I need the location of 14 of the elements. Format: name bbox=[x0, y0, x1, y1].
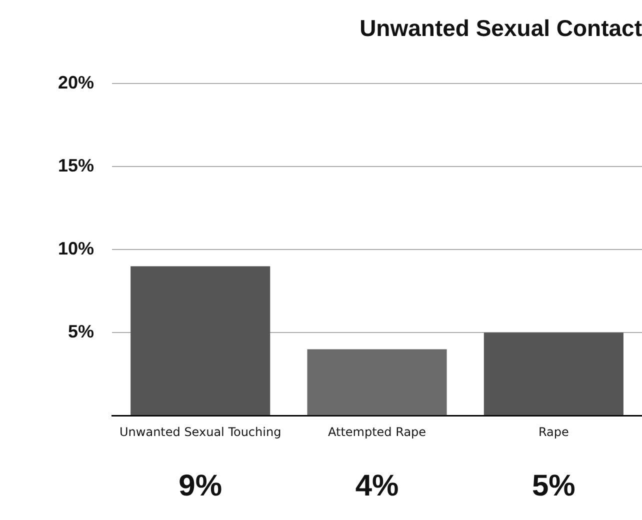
x-tick-label: Attempted Rape bbox=[328, 424, 426, 439]
y-tick-label: 5% bbox=[68, 322, 94, 342]
y-tick-label: 10% bbox=[58, 238, 94, 259]
y-tick-label: 15% bbox=[58, 156, 94, 176]
x-tick-label: Unwanted Sexual Touching bbox=[120, 424, 282, 439]
y-tick-label: 20% bbox=[58, 72, 94, 93]
data-label: 9% bbox=[178, 470, 222, 503]
bar bbox=[307, 349, 447, 416]
bar bbox=[130, 266, 270, 416]
bar bbox=[484, 332, 624, 416]
x-tick-label: Rape bbox=[538, 424, 569, 439]
chart-title: Unwanted Sexual Contact bbox=[360, 15, 642, 42]
data-label: 4% bbox=[355, 470, 399, 503]
data-label: 5% bbox=[532, 470, 576, 503]
